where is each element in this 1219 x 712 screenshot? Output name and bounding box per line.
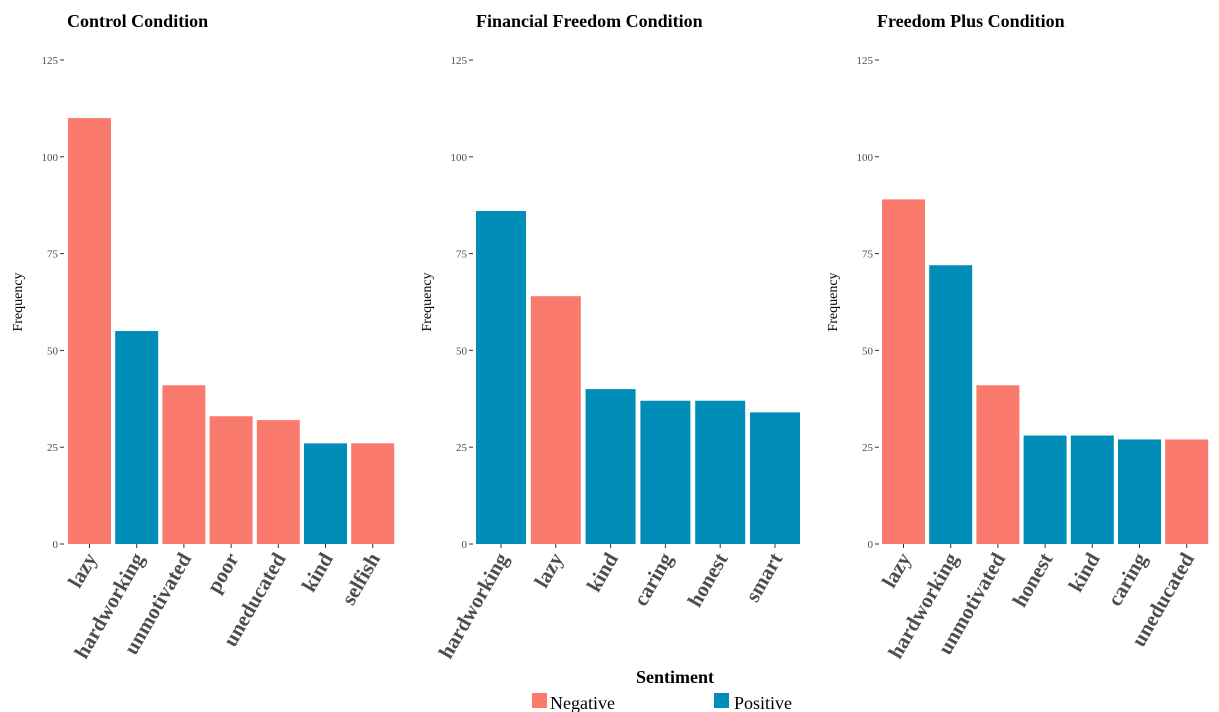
legend-label-positive: Positive [734, 693, 792, 712]
x-tick-label: poor [202, 549, 244, 597]
bar-lazy [530, 296, 581, 544]
y-tick-label: 75 [47, 249, 59, 261]
bar-hardworking [476, 211, 526, 544]
legend-title: Sentiment [636, 667, 714, 687]
bar-caring [1118, 439, 1161, 544]
bar-uneducated [256, 420, 300, 544]
bar-unmotivated [162, 385, 206, 544]
y-axis-label: Frequency [826, 272, 841, 331]
panel-title: Financial Freedom Condition [476, 11, 703, 31]
y-tick-label: 100 [857, 152, 874, 164]
y-tick-label: 25 [456, 442, 468, 454]
x-tick-label: caring [1102, 548, 1152, 610]
y-tick-label: 50 [47, 345, 59, 357]
x-tick-label: honest [1007, 549, 1057, 612]
x-tick-label: lazy [529, 548, 568, 592]
bar-uneducated [1165, 439, 1209, 544]
x-tick-label: hardworking [434, 548, 514, 663]
x-tick-label: selfish [336, 548, 385, 609]
panel-title: Freedom Plus Condition [877, 11, 1065, 31]
bar-kind [1070, 435, 1114, 544]
bar-unmotivated [976, 385, 1020, 544]
y-tick-label: 0 [53, 539, 59, 551]
y-tick-label: 125 [451, 55, 468, 67]
bar-hardworking [929, 265, 973, 544]
x-tick-label: caring [628, 548, 678, 610]
x-tick-label: kind [297, 548, 338, 596]
y-tick-label: 25 [47, 442, 59, 454]
bar-honest [695, 400, 746, 544]
y-tick-label: 0 [868, 539, 874, 551]
bar-kind [585, 389, 636, 544]
bar-selfish [351, 443, 395, 544]
bar-hardworking [115, 331, 159, 544]
y-tick-label: 50 [456, 345, 468, 357]
y-tick-label: 125 [42, 55, 59, 67]
bar-honest [1023, 435, 1067, 544]
bar-caring [640, 400, 691, 544]
chart-panel-2: Financial Freedom Condition Frequency 0 25 5… [420, 11, 800, 663]
y-tick-label: 50 [862, 345, 874, 357]
legend-swatch-positive [714, 693, 729, 708]
y-tick-label: 0 [462, 539, 468, 551]
x-tick-label: smart [740, 548, 787, 605]
legend-swatch-negative [532, 693, 547, 708]
x-tick-label: honest [683, 549, 733, 612]
y-tick-label: 25 [862, 442, 874, 454]
legend: Sentiment Negative Positive [532, 667, 792, 712]
y-tick-label: 100 [42, 152, 59, 164]
x-tick-label: kind [1063, 548, 1104, 596]
bar-lazy [68, 118, 111, 544]
bar-smart [750, 412, 800, 544]
y-tick-label: 125 [857, 55, 874, 67]
bar-poor [209, 416, 253, 544]
y-axis-label: Frequency [420, 272, 435, 331]
legend-label-negative: Negative [550, 693, 615, 712]
chart-panels: Control Condition Frequency 0 25 50 75 100 125 l… [11, 11, 1209, 663]
x-tick-label: lazy [877, 548, 916, 592]
y-axis-label: Frequency [11, 272, 26, 331]
y-tick-label: 75 [456, 249, 468, 261]
bar-lazy [882, 199, 925, 544]
bar-kind [304, 443, 347, 544]
panel-title: Control Condition [67, 11, 208, 31]
y-tick-label: 100 [451, 152, 468, 164]
x-tick-label: lazy [63, 548, 102, 592]
y-tick-label: 75 [862, 249, 874, 261]
chart-panel-3: Freedom Plus Condition Frequency 0 25 50 75 10… [826, 11, 1209, 663]
x-tick-label: kind [582, 548, 623, 596]
chart-panel-1: Control Condition Frequency 0 25 50 75 100 125 l… [11, 11, 395, 663]
